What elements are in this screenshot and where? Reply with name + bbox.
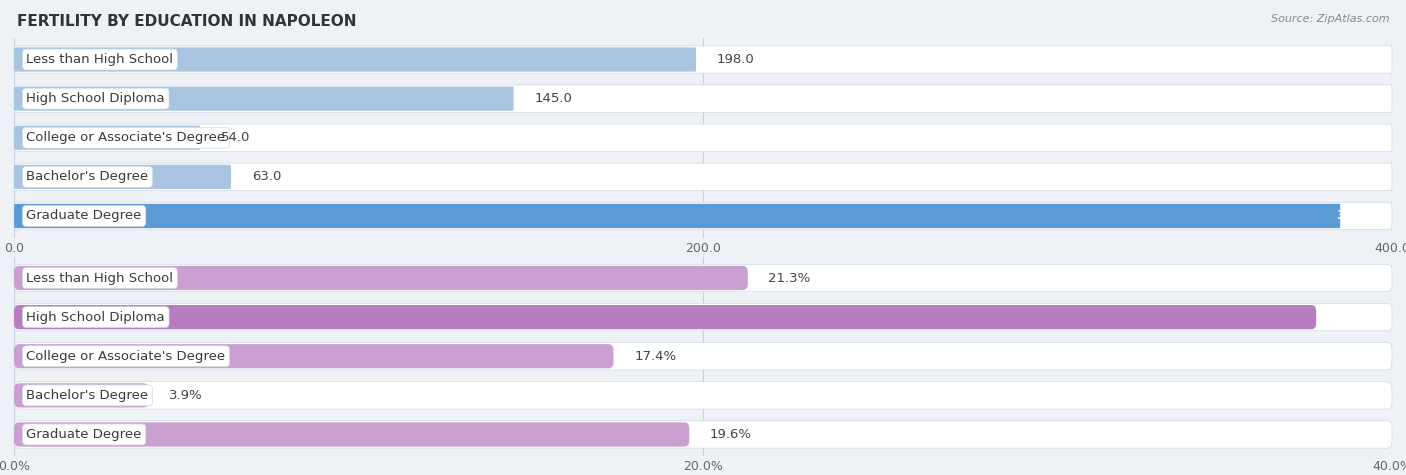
FancyBboxPatch shape	[14, 266, 748, 290]
Text: Bachelor's Degree: Bachelor's Degree	[27, 171, 149, 183]
Text: 54.0: 54.0	[221, 131, 250, 144]
FancyBboxPatch shape	[14, 46, 1392, 73]
FancyBboxPatch shape	[14, 305, 1316, 329]
Text: Less than High School: Less than High School	[27, 53, 173, 66]
FancyBboxPatch shape	[14, 421, 1392, 448]
Text: FERTILITY BY EDUCATION IN NAPOLEON: FERTILITY BY EDUCATION IN NAPOLEON	[17, 14, 356, 29]
Text: High School Diploma: High School Diploma	[27, 311, 165, 323]
FancyBboxPatch shape	[14, 85, 1392, 112]
FancyBboxPatch shape	[14, 342, 1392, 370]
Text: Source: ZipAtlas.com: Source: ZipAtlas.com	[1271, 14, 1389, 24]
FancyBboxPatch shape	[14, 202, 1392, 230]
FancyBboxPatch shape	[14, 125, 200, 150]
FancyBboxPatch shape	[14, 382, 1392, 409]
Text: Less than High School: Less than High School	[27, 272, 173, 285]
FancyBboxPatch shape	[14, 204, 1340, 228]
FancyBboxPatch shape	[14, 383, 149, 408]
Text: 37.8%: 37.8%	[1333, 311, 1378, 323]
FancyBboxPatch shape	[14, 304, 1392, 331]
Text: 63.0: 63.0	[252, 171, 281, 183]
Text: 17.4%: 17.4%	[634, 350, 676, 363]
Text: College or Associate's Degree: College or Associate's Degree	[27, 350, 225, 363]
Text: High School Diploma: High School Diploma	[27, 92, 165, 105]
Text: 145.0: 145.0	[534, 92, 572, 105]
Text: 19.6%: 19.6%	[710, 428, 752, 441]
Text: 385.0: 385.0	[1336, 209, 1378, 222]
Text: 21.3%: 21.3%	[769, 272, 811, 285]
FancyBboxPatch shape	[14, 344, 613, 369]
Text: Graduate Degree: Graduate Degree	[27, 209, 142, 222]
Text: Bachelor's Degree: Bachelor's Degree	[27, 389, 149, 402]
Text: College or Associate's Degree: College or Associate's Degree	[27, 131, 225, 144]
FancyBboxPatch shape	[14, 264, 1392, 292]
Text: Graduate Degree: Graduate Degree	[27, 428, 142, 441]
Text: 198.0: 198.0	[717, 53, 755, 66]
FancyBboxPatch shape	[14, 48, 696, 72]
FancyBboxPatch shape	[14, 163, 1392, 190]
FancyBboxPatch shape	[14, 86, 513, 111]
FancyBboxPatch shape	[14, 422, 689, 446]
FancyBboxPatch shape	[14, 165, 231, 189]
Text: 3.9%: 3.9%	[169, 389, 202, 402]
FancyBboxPatch shape	[14, 124, 1392, 152]
